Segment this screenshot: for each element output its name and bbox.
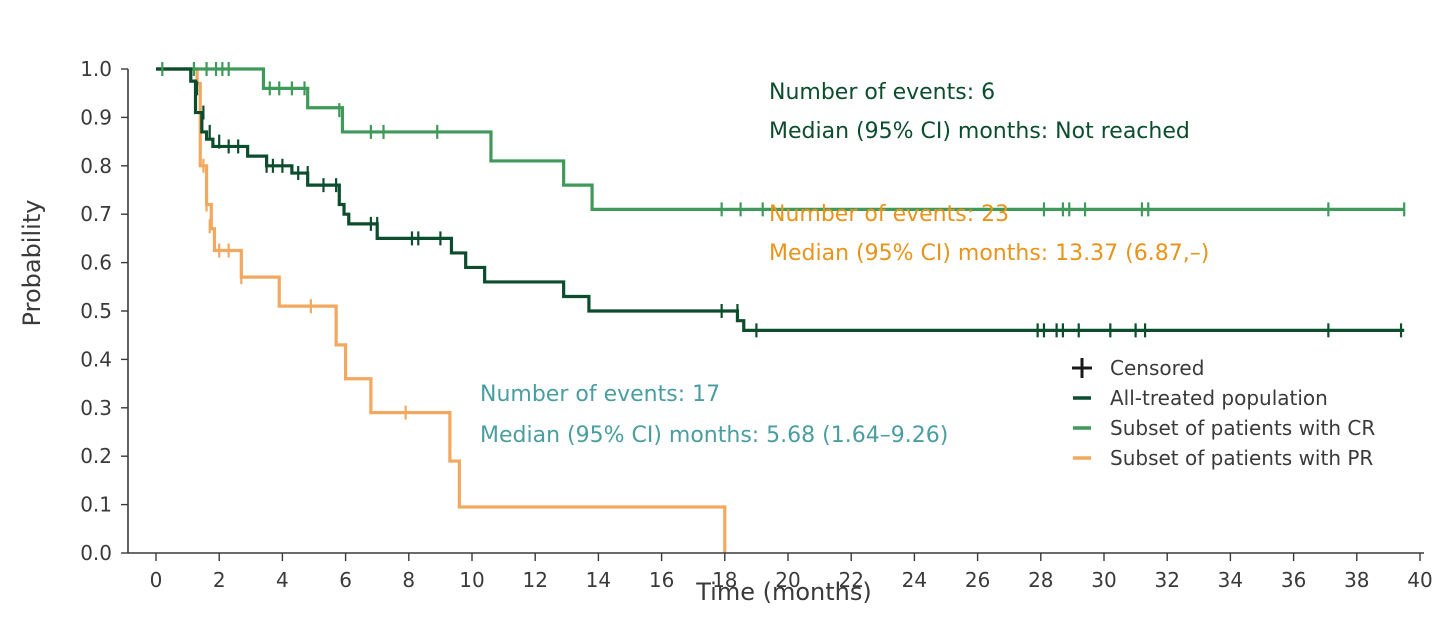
y-tick-label: 0.1 [80,493,112,517]
x-tick-label: 38 [1344,568,1369,592]
annotation-all-treated-median: Median (95% CI) months: Not reached [769,119,1190,144]
y-tick-label: 0.5 [80,299,112,323]
annotation-cr: Number of events: 23 Median (95% CI) mon… [769,202,1209,266]
y-tick-label: 0.3 [80,396,112,420]
annotation-cr-events: Number of events: 23 [769,202,1009,227]
y-tick-label: 0.4 [80,347,112,371]
legend-item-cr: Subset of patients with CR [1073,416,1375,440]
x-axis-title: Time (months) [695,578,872,606]
x-tick-label: 26 [965,568,990,592]
x-tick-label: 14 [586,568,611,592]
censor-layer [161,62,1406,420]
annotation-pr: Number of events: 17 Median (95% CI) mon… [480,382,948,448]
x-tick-label: 4 [276,568,289,592]
series-line-all-treated-population [156,67,1405,332]
y-tick-label: 0.6 [80,251,112,275]
legend-label-all-treated: All-treated population [1110,386,1328,410]
y-tick-label: 0.2 [80,444,112,468]
x-tick-label: 16 [649,568,674,592]
axes: 0 2 4 6 8 10 12 14 16 18 20 22 24 26 28 30 32 34 36 38 40 0.… [80,57,1433,592]
x-tick-label: 20 [775,568,800,592]
y-tick-label: 0.8 [80,154,112,178]
y-tick-label: 0.9 [80,105,112,129]
y-tick-label: 0.0 [80,541,112,565]
x-tick-label: 28 [1028,568,1053,592]
x-tick-label: 22 [838,568,863,592]
legend-label-cr: Subset of patients with CR [1110,416,1375,440]
x-tick-label: 40 [1407,568,1432,592]
plot-area [156,62,1406,553]
censored-marker-icon [1072,358,1092,378]
annotation-all-treated-events: Number of events: 6 [769,80,995,105]
x-tick-label: 34 [1218,568,1243,592]
y-axis-title: Probability [18,200,46,327]
legend: Censored All-treated population Subset o… [1072,356,1375,470]
legend-item-censored: Censored [1072,356,1204,380]
x-tick-label: 8 [402,568,415,592]
y-tick-label: 1.0 [80,57,112,81]
x-tick-label: 32 [1154,568,1179,592]
x-tick-label: 12 [522,568,547,592]
x-tick-label: 30 [1091,568,1116,592]
x-tick-label: 18 [712,568,737,592]
x-tick-label: 2 [213,568,226,592]
annotation-pr-events: Number of events: 17 [480,382,720,407]
legend-label-pr: Subset of patients with PR [1110,446,1373,470]
x-tick-label: 24 [902,568,927,592]
x-ticks: 0 2 4 6 8 10 12 14 16 18 20 22 24 26 28 30 32 34 36 38 40 [150,553,1433,592]
x-tick-label: 6 [339,568,352,592]
annotation-cr-median: Median (95% CI) months: 13.37 (6.87,–) [769,241,1209,266]
y-ticks: 0.0 0.1 0.2 0.3 0.4 0.5 0.6 0.7 0.8 0.9 1.0 [80,57,128,565]
legend-item-pr: Subset of patients with PR [1073,446,1373,470]
legend-label-censored: Censored [1110,356,1204,380]
x-tick-label: 10 [459,568,484,592]
annotation-pr-median: Median (95% CI) months: 5.68 (1.64–9.26) [480,423,948,448]
x-tick-label: 0 [150,568,163,592]
annotation-all-treated: Number of events: 6 Median (95% CI) mont… [769,80,1190,144]
x-tick-label: 36 [1281,568,1306,592]
y-tick-label: 0.7 [80,202,112,226]
legend-item-all-treated: All-treated population [1073,386,1328,410]
